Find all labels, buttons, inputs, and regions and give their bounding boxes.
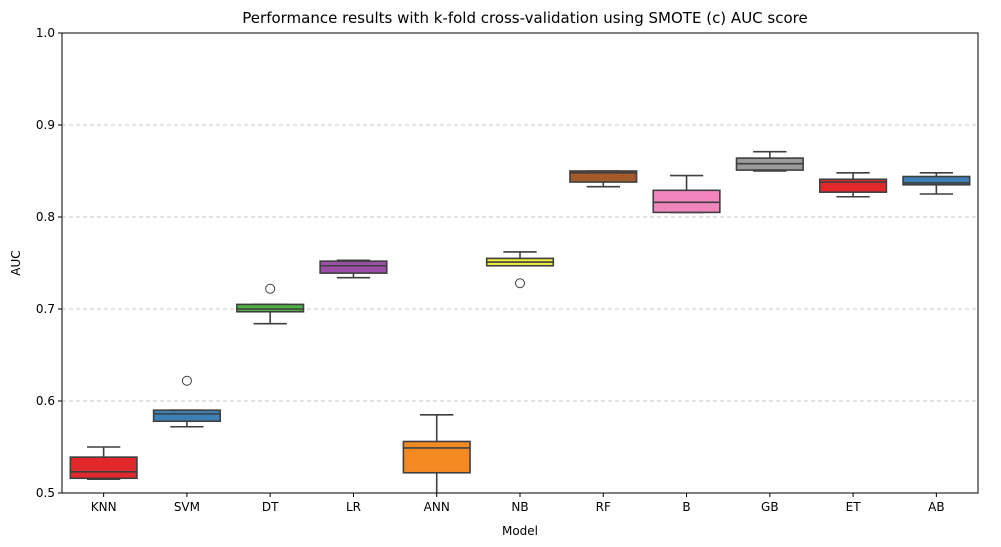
x-tick-label: RF (596, 500, 611, 514)
y-tick-label: 0.7 (36, 302, 55, 316)
x-tick-label: NB (511, 500, 528, 514)
box-nb (485, 251, 555, 289)
box-knn (69, 446, 138, 481)
x-tick-label: AB (928, 500, 944, 514)
outlier-point (265, 283, 276, 294)
iqr-box (652, 189, 721, 214)
x-tick-label: ANN (424, 500, 450, 514)
iqr-box (69, 456, 138, 480)
x-tick-label: B (682, 500, 690, 514)
x-axis: KNN SVM DT LR ANN NB RF B GB ET AB (91, 493, 945, 514)
box-et (818, 172, 888, 198)
iqr-box (152, 409, 222, 423)
y-tick-label: 0.8 (36, 210, 55, 224)
x-tick-label: LR (346, 500, 361, 514)
x-tick-label: ET (846, 500, 862, 514)
iqr-box (818, 178, 888, 193)
iqr-box (569, 170, 638, 183)
y-tick-label: 0.5 (36, 486, 55, 500)
box-gb (735, 150, 804, 172)
outlier-point (515, 278, 525, 289)
y-tick-label: 0.9 (36, 118, 55, 132)
iqr-box (319, 260, 388, 274)
outlier-point (181, 375, 192, 386)
gridlines (62, 124, 978, 402)
x-axis-label: Model (502, 524, 538, 538)
box-dt (236, 283, 305, 325)
boxes (69, 150, 971, 493)
y-tick-label: 0.6 (36, 394, 55, 408)
box-lr (319, 259, 388, 279)
box-rf (569, 170, 638, 188)
y-tick-label: 1.0 (36, 26, 55, 40)
x-tick-label: GB (761, 500, 779, 514)
box-b (652, 174, 721, 214)
x-tick-label: KNN (91, 500, 117, 514)
iqr-box (236, 303, 305, 313)
y-axis-label: AUC (9, 250, 23, 275)
y-axis: 0.5 0.6 0.7 0.8 0.9 1.0 (36, 26, 62, 500)
x-tick-label: DT (262, 500, 279, 514)
box-ab (902, 172, 971, 195)
chart-title: Performance results with k-fold cross-va… (242, 9, 807, 27)
box-ann (402, 413, 471, 493)
box-svm (152, 375, 222, 428)
x-tick-label: SVM (174, 500, 200, 514)
iqr-box (902, 175, 971, 186)
iqr-box (402, 440, 471, 474)
